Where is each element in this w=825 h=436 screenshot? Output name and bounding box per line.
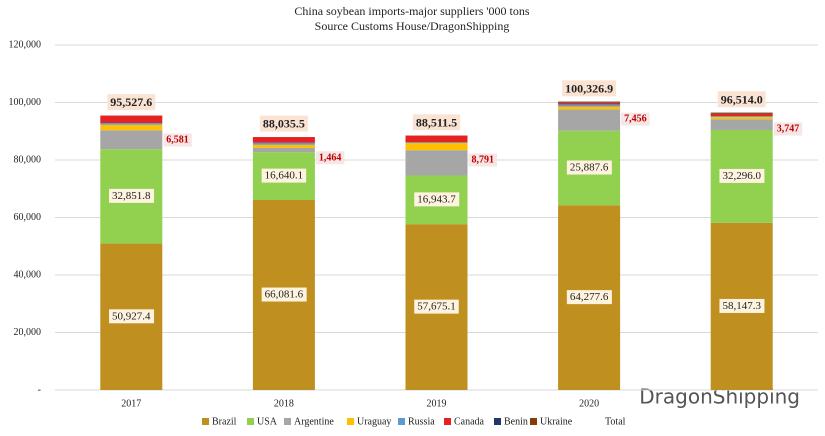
legend-swatch — [398, 418, 405, 425]
bar-segment — [405, 135, 468, 143]
total-label: 96,514.0 — [721, 92, 763, 106]
y-tick-label: 80,000 — [14, 154, 42, 165]
bar-segment — [710, 116, 773, 117]
legend-label: Argentine — [294, 416, 334, 427]
label-bg — [163, 133, 192, 147]
bar-segment — [710, 112, 773, 114]
x-tick-label: 2017 — [121, 398, 141, 409]
data-label: 7,456 — [624, 114, 647, 125]
bar-segment — [710, 119, 773, 130]
x-tick-label: 2018 — [274, 398, 294, 409]
bar-segment — [558, 109, 621, 131]
y-tick-label: 60,000 — [14, 212, 42, 223]
data-label: 32,851.8 — [112, 190, 151, 202]
label-bg — [621, 112, 650, 126]
total-label: 88,511.5 — [416, 115, 457, 129]
legend-swatch — [347, 418, 354, 425]
legend-swatch — [530, 418, 537, 425]
bar-segment — [252, 144, 315, 148]
chart-subtitle: Source Customs House/DragonShipping — [315, 19, 510, 33]
label-bg — [261, 168, 307, 183]
data-label: 64,277.6 — [570, 291, 609, 303]
x-tick-label: 2020 — [579, 398, 599, 409]
bar-segment — [405, 143, 468, 151]
bar-segment — [405, 150, 468, 176]
label-bg — [562, 80, 617, 97]
legend-label: Russia — [408, 416, 435, 427]
data-label: 50,927.4 — [112, 310, 151, 322]
bar-segment — [710, 116, 773, 120]
label-bg — [719, 168, 765, 183]
bar-segment — [100, 115, 163, 124]
bar-segment — [252, 137, 315, 143]
label-bg — [412, 114, 461, 131]
legend-swatch — [284, 418, 291, 425]
legend-swatch — [247, 418, 254, 425]
bar-segment — [100, 124, 163, 131]
data-label: 25,887.6 — [570, 162, 609, 174]
legend-label: Canada — [454, 416, 485, 427]
data-label: 16,943.7 — [417, 193, 456, 205]
data-label: 66,081.6 — [265, 289, 304, 301]
legend-label: Brazil — [212, 416, 237, 427]
y-tick-label: 20,000 — [14, 327, 42, 338]
y-tick-label: - — [38, 384, 41, 395]
legend-swatch — [202, 418, 209, 425]
data-label: 57,675.1 — [417, 301, 456, 313]
data-label: 3,747 — [777, 123, 800, 134]
label-bg — [414, 192, 460, 207]
chart-title: China soybean imports-major suppliers '0… — [294, 4, 529, 18]
total-label: 100,326.9 — [565, 81, 613, 95]
label-bg — [414, 299, 459, 314]
legend-label: Benin — [504, 416, 528, 427]
bar-segment — [710, 114, 773, 117]
y-tick-label: 40,000 — [14, 269, 42, 280]
label-bg — [566, 160, 612, 175]
bar-segment — [252, 147, 315, 153]
data-label: 58,147.3 — [722, 300, 761, 312]
legend-swatch — [494, 418, 501, 425]
data-label: 32,296.0 — [722, 170, 761, 182]
legend-label: Ukraine — [540, 416, 573, 427]
x-tick-label: 2019 — [427, 398, 447, 409]
label-bg — [315, 151, 345, 165]
data-label: 16,640.1 — [265, 170, 304, 182]
label-bg — [468, 153, 497, 167]
label-bg — [107, 94, 156, 111]
bar-segment — [558, 101, 621, 103]
label-bg — [259, 115, 308, 132]
bar-segment — [405, 142, 468, 144]
bar-segment — [100, 123, 163, 125]
bar-segment — [558, 104, 621, 107]
label-bg — [261, 287, 307, 302]
y-tick-label: 100,000 — [9, 97, 42, 108]
label-bg — [719, 298, 765, 313]
label-bg — [773, 122, 803, 136]
y-tick-label: 120,000 — [9, 39, 42, 50]
label-bg — [109, 309, 155, 324]
data-label: 6,581 — [166, 135, 189, 146]
legend-label: USA — [257, 416, 278, 427]
data-label: 8,791 — [472, 154, 495, 165]
bar-segment — [252, 142, 315, 145]
bar-segment — [558, 106, 621, 110]
legend-swatch — [444, 418, 451, 425]
data-label: 1,464 — [319, 152, 342, 163]
bar-segment — [558, 102, 621, 103]
label-bg — [717, 91, 766, 108]
label-bg — [109, 188, 155, 203]
label-bg — [566, 290, 612, 305]
legend-label: Total — [605, 416, 626, 427]
total-label: 88,035.5 — [263, 117, 305, 131]
legend-label: Uraguay — [357, 416, 391, 427]
bar-segment — [558, 102, 621, 105]
bar-segment — [100, 130, 163, 150]
total-label: 95,527.6 — [110, 95, 152, 109]
